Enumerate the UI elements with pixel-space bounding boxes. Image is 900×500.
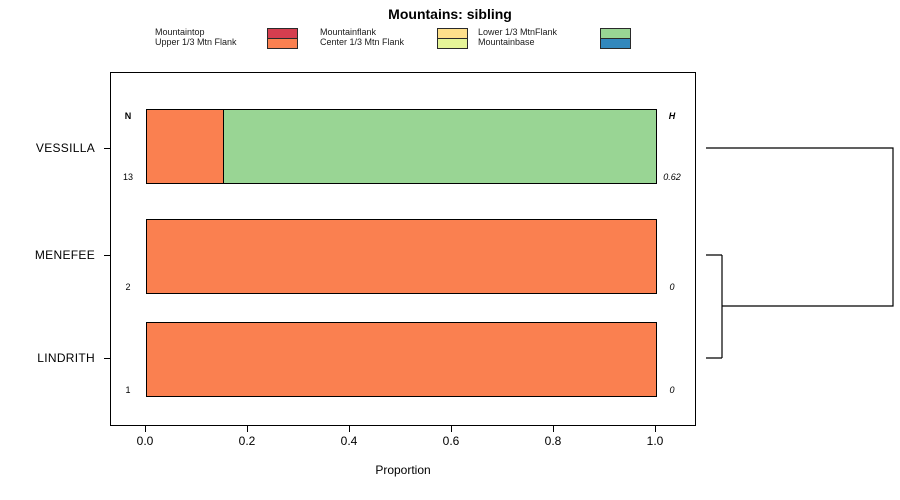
h-value: 0 <box>669 282 675 292</box>
legend-swatch-mountainbase <box>600 38 631 49</box>
legend-label: Mountainflank <box>320 27 377 37</box>
n-value: 13 <box>122 172 133 182</box>
bar-row <box>146 109 657 184</box>
legend-swatch-center-1-3-mtn-flank <box>437 38 468 49</box>
bar-segment <box>147 110 224 183</box>
legend-label: Mountainbase <box>478 37 535 47</box>
legend-label: Center 1/3 Mtn Flank <box>320 37 405 47</box>
n-value: 2 <box>125 282 131 292</box>
legend-label: Lower 1/3 MtnFlank <box>478 27 558 37</box>
plot-area: N H 13 0.62 2 0 1 0 <box>110 72 696 426</box>
h-value: 0 <box>669 385 675 395</box>
h-value: 0.62 <box>663 172 681 182</box>
bar-segment <box>147 323 656 396</box>
h-column-header: H <box>668 111 676 121</box>
bar-segment <box>147 220 656 293</box>
legend-label: Upper 1/3 Mtn Flank <box>155 37 237 47</box>
chart-title: Mountains: sibling <box>388 6 512 22</box>
dendrogram-lines <box>706 147 894 359</box>
bar-row <box>146 322 657 397</box>
legend-label: Mountaintop <box>155 27 205 37</box>
legend-swatch-upper-1-3-mtn-flank <box>267 38 298 49</box>
n-column-header: N <box>124 111 132 121</box>
bar-segment <box>223 110 656 183</box>
n-value: 1 <box>125 385 131 395</box>
bar-row <box>146 219 657 294</box>
legend: Mountaintop Upper 1/3 Mtn Flank Mountainfl… <box>0 0 900 60</box>
